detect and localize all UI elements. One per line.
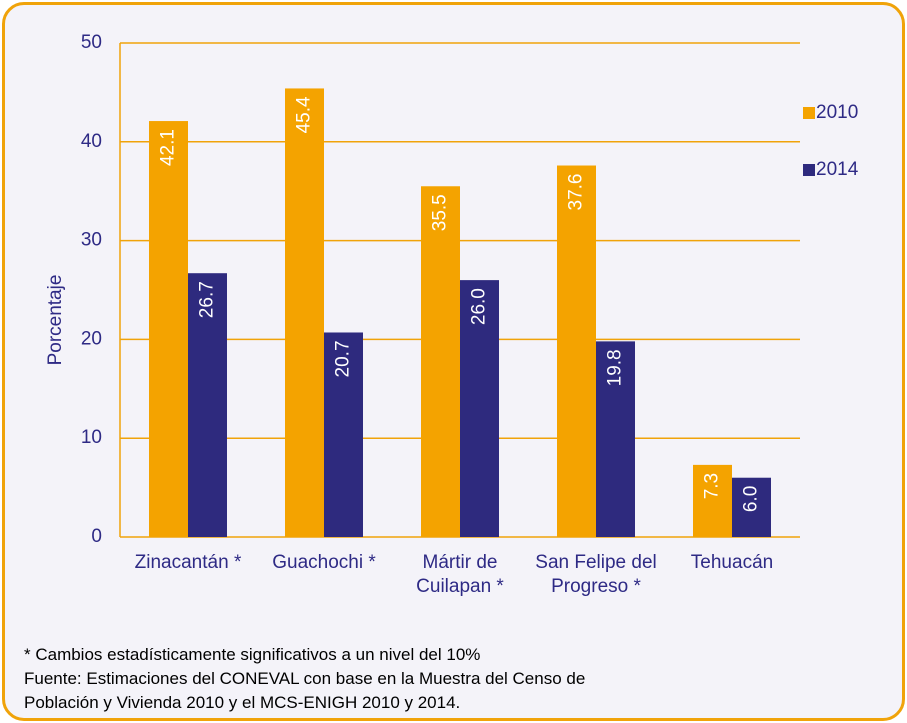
bar: [732, 477, 771, 537]
x-tick-label: San Felipe del Progreso *: [535, 552, 657, 597]
y-axis-label: Porcentaje: [45, 275, 66, 366]
y-tick-label: 0: [91, 526, 102, 547]
value-label: 26.7: [197, 281, 218, 318]
bar: [693, 464, 732, 537]
value-label: 26.0: [469, 288, 490, 325]
y-tick-label: 40: [81, 131, 102, 152]
footnote: Población y Vivienda 2010 y el MCS-ENIGH…: [24, 693, 461, 712]
y-tick-label: 20: [81, 328, 102, 349]
value-label: 45.4: [294, 96, 315, 133]
bar: [324, 332, 363, 537]
bar: [557, 165, 596, 537]
bar: [149, 121, 188, 537]
value-label: 42.1: [158, 129, 179, 166]
legend-swatch: [803, 164, 815, 176]
y-tick-label: 10: [81, 427, 102, 448]
value-label: 20.7: [333, 340, 354, 377]
legend-label: 2010: [816, 102, 858, 123]
legend-label: 2014: [816, 159, 859, 180]
bar: [596, 341, 635, 537]
footnote: * Cambios estadísticamente significativo…: [24, 645, 481, 664]
bar: [188, 273, 227, 537]
value-label: 37.6: [566, 174, 587, 211]
y-tick-label: 50: [81, 32, 102, 53]
footnote: Fuente: Estimaciones del CONEVAL con bas…: [24, 669, 586, 688]
bar: [460, 280, 499, 537]
value-label: 6.0: [741, 486, 762, 512]
bar: [421, 186, 460, 537]
x-tick-label: Mártir de Cuilapan *: [416, 552, 504, 597]
x-tick-label: Guachochi *: [272, 552, 376, 573]
bar: [285, 88, 324, 537]
x-tick-label: Zinacantán *: [134, 552, 242, 573]
value-label: 7.3: [702, 473, 723, 499]
value-label: 19.8: [605, 349, 626, 386]
x-tick-label: Tehuacán: [690, 552, 774, 573]
y-tick-label: 30: [81, 230, 102, 251]
legend-swatch: [803, 107, 815, 119]
value-label: 35.5: [430, 194, 451, 231]
